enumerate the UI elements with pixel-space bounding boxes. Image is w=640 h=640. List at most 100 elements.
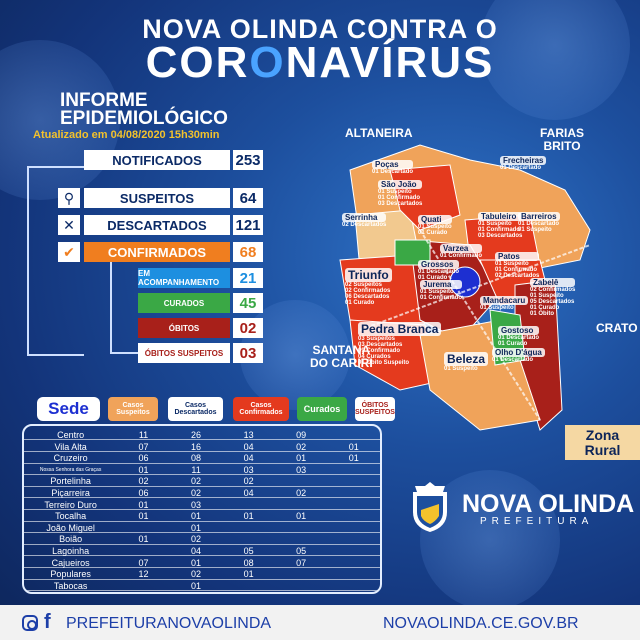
locality-name: Mandacaru (480, 296, 529, 305)
locality-note: 03 Descartados (358, 342, 403, 348)
stat-curados: CURADOS 45 (138, 293, 263, 313)
stat-confirmados: CONFIRMADOS 68 (84, 242, 263, 262)
stat-label: DESCARTADOS (84, 215, 230, 235)
locality-note: 03 Descartados (478, 233, 523, 239)
social-handle[interactable]: PREFEITURANOVAOLINDA (66, 615, 272, 632)
locality-note: 01 Curado (418, 275, 448, 281)
legend-line: ÓBITOS (361, 402, 389, 409)
table-cell-confirmados: 04 (243, 453, 254, 464)
locality-2: Serrinha 02 Descartados (342, 213, 387, 228)
instagram-icon[interactable] (22, 615, 38, 631)
brand-name: NOVA OLINDA (462, 490, 635, 518)
website-link[interactable]: NOVAOLINDA.CE.GOV.BR (383, 615, 579, 632)
header-line1: NOVA OLINDA CONTRA O (142, 14, 498, 44)
table-cell-curados: 09 (296, 430, 307, 440)
stat-value: 02 (233, 318, 263, 338)
table-cell-curados: 02 (296, 441, 307, 452)
locality-16: Olho D'água 01 Descartado (492, 348, 545, 363)
neighborhood-table: Centro 11 26 13 09 Vila Alta 07 16 04 02 01 Cruzeir… (22, 424, 382, 594)
locality-note: 02 Descartados (342, 222, 387, 228)
table-cell-obitos (327, 511, 380, 521)
table-cell-curados: 01 (296, 453, 307, 464)
table-cell-obitos (327, 558, 380, 568)
legend-line: Suspeitos (116, 409, 150, 416)
stat-label: SUSPEITOS (84, 188, 230, 208)
stat-label: ÓBITOS SUSPEITOS (138, 343, 230, 363)
neighbor-farias-brito: FARIAS BRITO (540, 127, 584, 153)
stat-value: 64 (233, 188, 263, 208)
table-cell-descartados: 02 (191, 476, 202, 487)
locality-note: 01 Descartado (418, 269, 460, 275)
table-cell-name: Terreiro Duro (44, 499, 97, 510)
locality-name: Zabelê (530, 278, 576, 287)
stat-notificados: NOTIFICADOS 253 (84, 150, 263, 170)
locality-12: Zabelê 02 Confirmados 01 Suspeito 05 Descar… (530, 278, 576, 317)
table-cell-suspeitos: 11 (138, 430, 149, 440)
locality-note: 01 Confirmado (495, 267, 538, 273)
table-row: Cajueiros 07 01 08 07 (24, 558, 380, 568)
locality-note: 01 Confirmado (440, 253, 483, 259)
locality-note: 01 Confirmado (420, 295, 463, 301)
table-cell-suspeitos: 01 (138, 534, 149, 545)
informe-line2: EPIDEMIOLÓGICO (60, 108, 228, 129)
table-row: Vila Alta 07 16 04 02 01 (24, 442, 380, 452)
neighbor-line: DO CARIRI (310, 356, 373, 370)
locality-name: Olho D'água (492, 348, 545, 357)
locality-note: 01 Suspeito (418, 224, 452, 230)
legend-line: Casos (122, 402, 144, 409)
table-cell-curados (275, 534, 328, 544)
table-cell-descartados: 03 (191, 499, 202, 510)
table-cell-suspeitos (117, 581, 170, 591)
locality-name: Beleza (444, 352, 489, 366)
legend-suspeitos: Casos Suspeitos (108, 397, 158, 421)
table-cell-name: João Miguel (46, 522, 95, 533)
header-word-part2: NAVÍRUS (285, 38, 495, 87)
table-cell-obitos (327, 476, 380, 486)
virus-decoration (480, 0, 630, 120)
locality-note: 01 Descartado (518, 221, 560, 227)
locality-note: 09 Confirmado (358, 348, 401, 354)
table-cell-obitos (327, 488, 380, 498)
locality-name: Triunfo (345, 268, 392, 282)
locality-note: 01 Confirmado (378, 195, 421, 201)
stat-label: EM ACOMPANHAMENTO (138, 268, 230, 288)
stat-acompanhamento: EM ACOMPANHAMENTO 21 (138, 268, 263, 288)
table-row: Boião 01 02 (24, 534, 380, 545)
table-cell-name: Tabocas (53, 580, 88, 591)
locality-9: Patos 01 Suspeito 01 Confirmado 02 Descarta… (495, 252, 540, 279)
table-row: Lagoinha 04 05 05 (24, 546, 380, 557)
table-row: Portelinha 02 02 02 (24, 476, 380, 487)
table-cell-descartados: 08 (191, 453, 202, 464)
locality-note: 01 Confirmado (478, 227, 521, 233)
legend-confirmados: Casos Confirmados (233, 397, 289, 421)
locality-name: Serrinha (342, 213, 387, 222)
locality-note: 01 Descartado (372, 169, 414, 175)
facebook-icon[interactable]: f (44, 611, 51, 633)
stat-value: 121 (233, 215, 263, 235)
locality-name: Poças (372, 160, 414, 169)
table-row: Tabocas 01 (24, 580, 380, 592)
locality-note: 02 Descartados (495, 273, 540, 279)
table-cell-descartados: 01 (191, 522, 202, 533)
substats-bracket (110, 262, 138, 354)
table-cell-confirmados: 03 (243, 464, 254, 475)
table-cell-obitos (327, 500, 380, 510)
table-cell-curados (275, 476, 328, 486)
table-cell-obitos (327, 534, 380, 544)
locality-note: 02 Confirmados (345, 288, 391, 294)
locality-note: 01 Óbito (530, 311, 555, 317)
table-cell-confirmados (222, 500, 275, 510)
table-cell-confirmados: 04 (243, 488, 254, 498)
table-row: Centro 11 26 13 09 (24, 430, 380, 441)
locality-name: Pedra Branca (358, 322, 442, 336)
locality-name: Grossos (418, 260, 460, 269)
table-cell-confirmados: 13 (243, 430, 254, 440)
table-cell-name: Nossa Senhora das Graças (39, 466, 102, 473)
stat-label: CONFIRMADOS (84, 242, 230, 262)
header-word-part1: COR (145, 38, 250, 87)
locality-13: Mandacaru 01 Suspeito (480, 296, 529, 311)
stat-descartados: DESCARTADOS 121 (84, 215, 263, 235)
locality-note: 01 Curado (498, 341, 528, 347)
locality-note: 01 Óbito Suspeito (358, 360, 410, 366)
